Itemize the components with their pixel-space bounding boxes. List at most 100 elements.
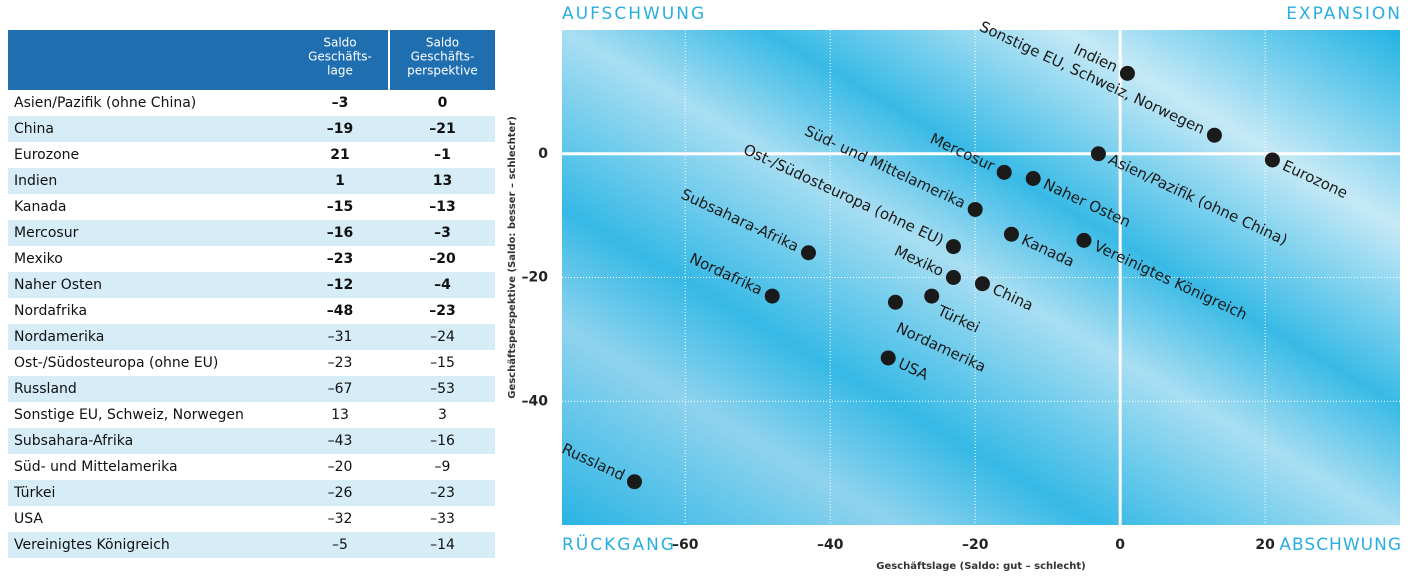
data-point (764, 288, 780, 304)
quadrant-label: RÜCKGANG (562, 533, 676, 555)
quadrant-label: ABSCHWUNG (1279, 535, 1402, 555)
row-name: Asien/Pazifik (ohne China) (14, 95, 196, 111)
data-point (974, 276, 990, 292)
x-tick-label: –40 (817, 537, 844, 553)
row-name: Subsahara-Afrika (14, 433, 133, 449)
cell: 21 (330, 147, 349, 163)
x-axis-title: Geschäftslage (Saldo: gut – schlecht) (876, 561, 1086, 572)
cell: –5 (332, 537, 348, 553)
row-name: Türkei (13, 485, 55, 501)
cell: –4 (434, 277, 451, 293)
x-tick-label: 20 (1255, 537, 1275, 553)
cell: –53 (430, 381, 455, 397)
row-bg (8, 428, 495, 454)
row-bg (8, 376, 495, 402)
cell: –26 (328, 485, 353, 501)
cell: –21 (429, 121, 455, 137)
data-point (924, 288, 940, 304)
column-header: perspektive (407, 64, 478, 78)
cell: –24 (430, 329, 455, 345)
column-header: Geschäfts- (308, 50, 372, 64)
cell: 0 (438, 95, 448, 111)
y-tick-label: 0 (538, 146, 548, 162)
data-point (887, 294, 903, 310)
cell: –20 (429, 251, 456, 267)
y-tick-label: –40 (522, 393, 549, 409)
row-name: China (14, 121, 54, 137)
row-name: Nordamerika (14, 329, 104, 345)
data-point (1076, 232, 1092, 248)
data-point (945, 270, 961, 285)
cell: –19 (327, 121, 353, 137)
column-header: lage (327, 64, 353, 78)
data-point (1003, 226, 1019, 242)
x-tick-label: 0 (1115, 537, 1125, 553)
table-header-bg (8, 30, 495, 90)
row-name: Sonstige EU, Schweiz, Norwegen (14, 407, 244, 423)
row-bg (8, 324, 495, 350)
x-tick-label: –20 (962, 537, 989, 553)
data-point (880, 350, 896, 366)
quadrant-label: AUFSCHWUNG (562, 4, 706, 24)
data-point (800, 245, 816, 261)
data-point (967, 201, 983, 217)
cell: –16 (327, 225, 353, 241)
column-header: Geschäfts- (411, 50, 475, 64)
cell: –33 (430, 511, 455, 527)
cell: –3 (434, 225, 451, 241)
row-name: Nordafrika (14, 303, 87, 319)
cell: 3 (438, 407, 447, 423)
data-point (1090, 146, 1106, 162)
data-point (1119, 65, 1135, 81)
cell: –48 (327, 303, 353, 319)
cell: –1 (434, 147, 451, 163)
row-name: Mercosur (14, 225, 79, 241)
row-name: Vereinigtes Königreich (14, 537, 170, 553)
cell: –43 (328, 433, 353, 449)
cell: –20 (328, 459, 353, 475)
data-point (945, 239, 961, 255)
x-tick-label: –60 (672, 537, 699, 553)
data-point (1206, 127, 1222, 143)
column-header: Saldo (323, 36, 356, 50)
row-bg (8, 480, 495, 506)
row-name: Indien (14, 173, 57, 189)
row-name: Ost-/Südosteuropa (ohne EU) (14, 355, 218, 371)
cell: –23 (429, 303, 455, 319)
data-point (996, 164, 1012, 180)
row-name: USA (14, 511, 43, 527)
cell: –3 (332, 95, 349, 111)
cell: –31 (328, 329, 353, 345)
row-name: Russland (14, 381, 77, 397)
cell: –23 (328, 355, 353, 371)
cell: –12 (327, 277, 353, 293)
cell: –67 (328, 381, 353, 397)
cell: –16 (430, 433, 455, 449)
row-name: Eurozone (14, 147, 79, 163)
column-header: Saldo (426, 36, 459, 50)
cell: –23 (430, 485, 455, 501)
y-axis-title: Geschäftsperspektive (Saldo: besser – sc… (507, 116, 518, 399)
cell: 13 (331, 407, 349, 423)
data-point (1264, 152, 1280, 168)
row-name: Süd- und Mittelamerika (14, 459, 178, 475)
row-name: Kanada (14, 199, 66, 215)
quadrant-label: EXPANSION (1286, 4, 1402, 24)
data-point (626, 474, 642, 490)
cell: –9 (435, 459, 451, 475)
cell: –15 (327, 199, 353, 215)
y-tick-label: –20 (522, 270, 549, 286)
row-name: Mexiko (14, 251, 63, 267)
row-bg (8, 220, 495, 246)
row-bg (8, 168, 495, 194)
cell: –14 (430, 537, 455, 553)
row-bg (8, 532, 495, 558)
data-point (1025, 171, 1041, 186)
cell: –32 (328, 511, 353, 527)
cell: –13 (429, 199, 455, 215)
cell: 13 (433, 173, 452, 189)
row-name: Naher Osten (14, 277, 102, 293)
row-bg (8, 116, 495, 142)
cell: –15 (430, 355, 455, 371)
